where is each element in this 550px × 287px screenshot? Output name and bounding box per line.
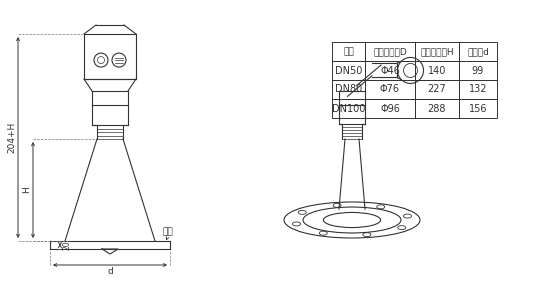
Bar [332,61,365,80]
Bar [415,61,459,80]
Text: DN80: DN80 [335,84,362,94]
Text: Φ76: Φ76 [380,84,400,94]
Text: 227: 227 [428,84,447,94]
Bar [415,42,459,61]
Text: 法兰: 法兰 [343,47,354,56]
Text: H: H [22,187,31,193]
Text: 四氟盘d: 四氟盘d [467,47,489,56]
Bar [332,80,365,99]
Text: d: d [107,267,113,276]
Bar [365,42,415,61]
Text: 喇叭口高度H: 喇叭口高度H [420,47,454,56]
Text: Φ46: Φ46 [380,65,400,75]
Bar [415,80,459,99]
Text: 156: 156 [469,104,487,113]
Bar [415,99,459,118]
Text: DN100: DN100 [332,104,365,113]
Text: 132: 132 [469,84,487,94]
Bar [365,61,415,80]
Text: 140: 140 [428,65,446,75]
Bar [459,99,497,118]
Bar [459,61,497,80]
Text: 20: 20 [62,240,71,250]
Bar [365,99,415,118]
Text: 99: 99 [472,65,484,75]
Bar [332,99,365,118]
Text: 204+H: 204+H [7,122,16,153]
Bar [365,80,415,99]
Bar [459,80,497,99]
Text: Φ96: Φ96 [380,104,400,113]
Bar [332,42,365,61]
Text: 288: 288 [428,104,446,113]
Text: 喇叭口直径D: 喇叭口直径D [373,47,407,56]
Bar [459,42,497,61]
Text: 法兰: 法兰 [163,228,173,236]
Text: DN50: DN50 [335,65,362,75]
